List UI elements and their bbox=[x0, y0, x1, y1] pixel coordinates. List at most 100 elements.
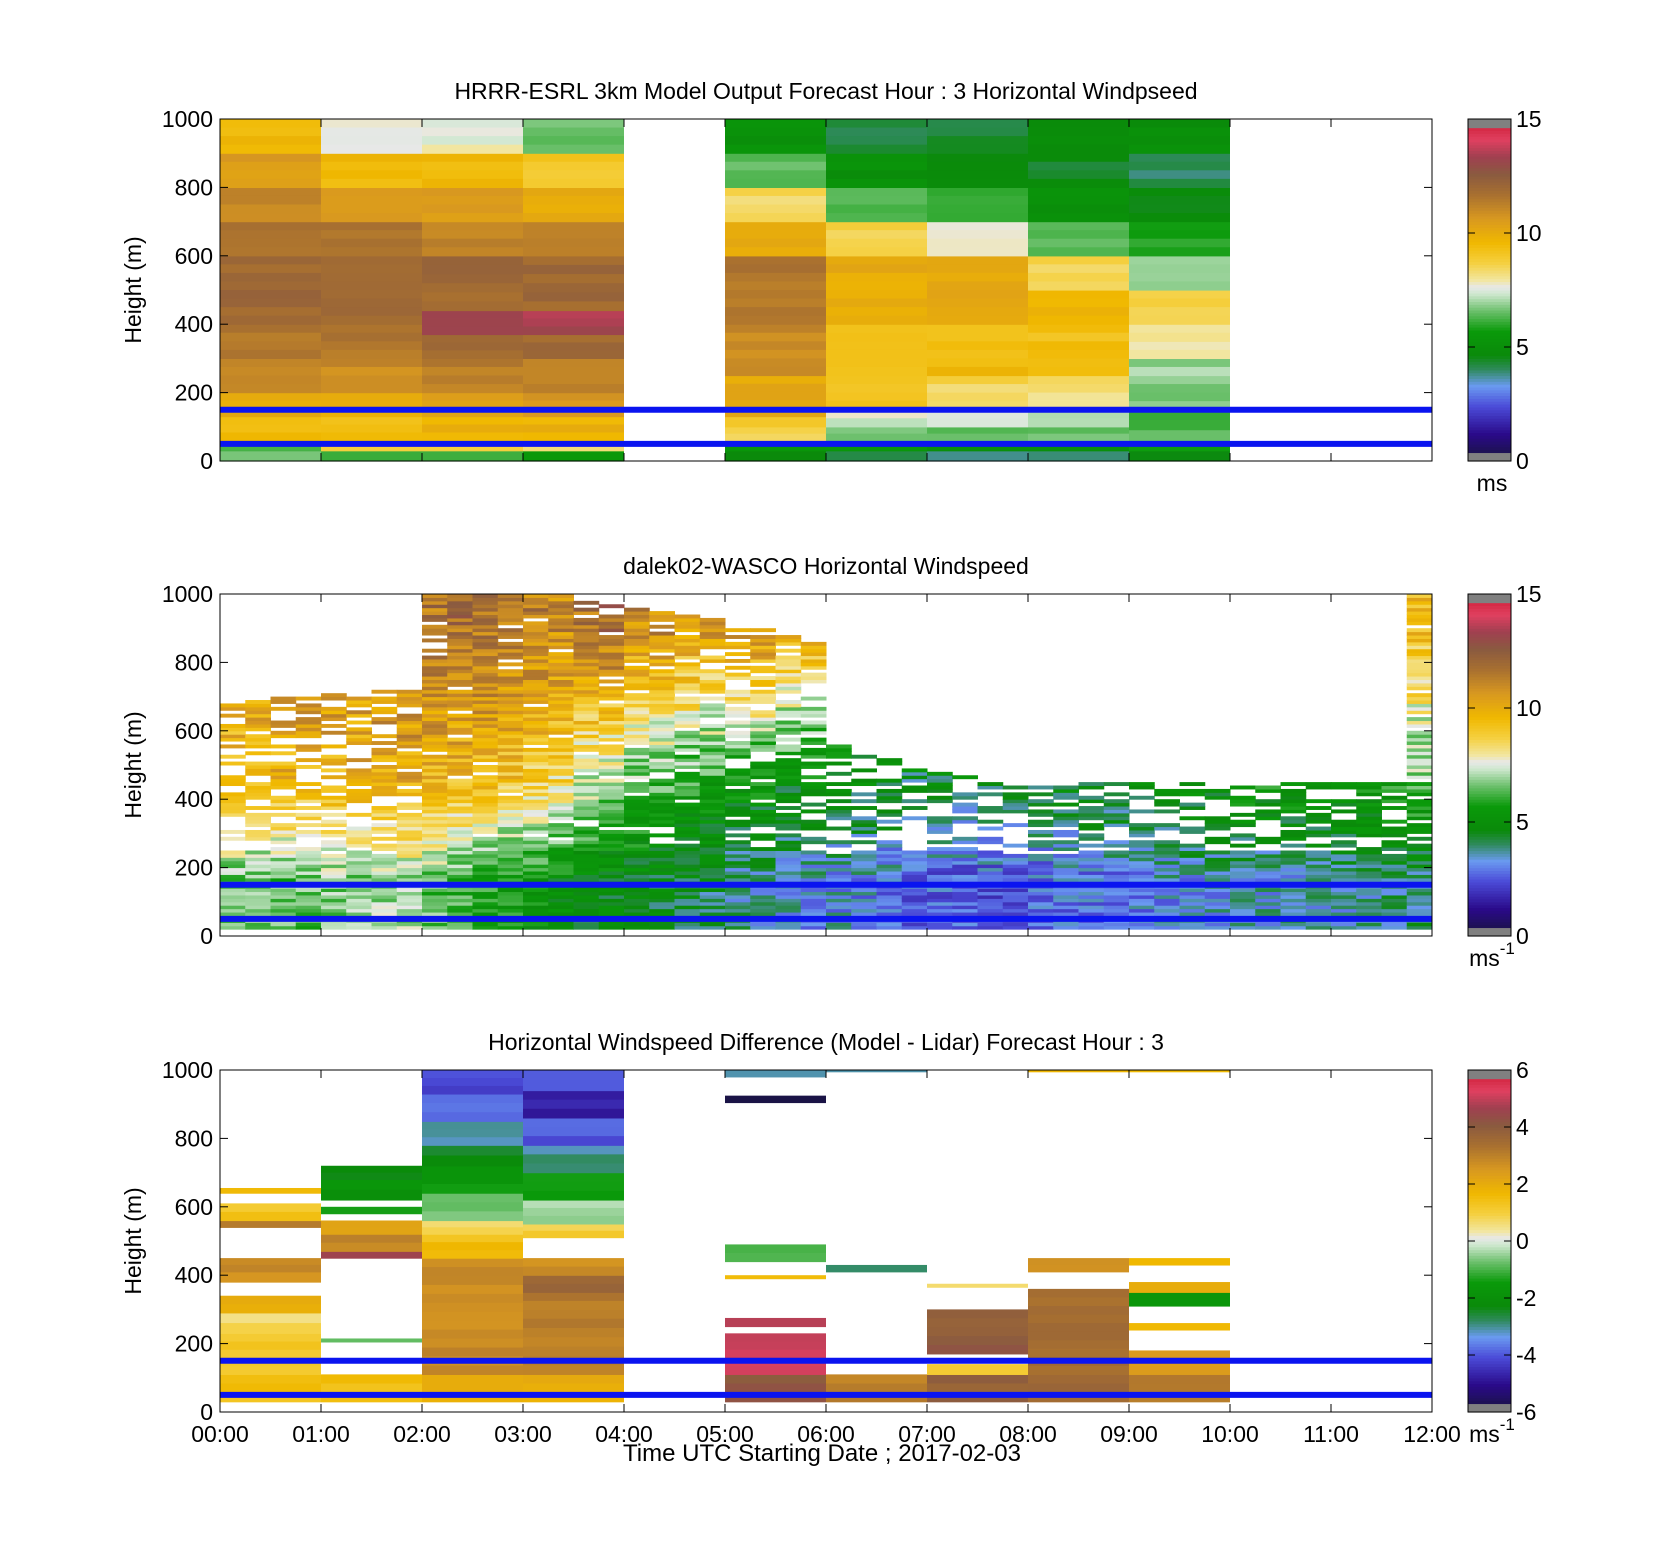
heatmap-cell bbox=[497, 860, 524, 865]
heatmap-cell bbox=[775, 912, 802, 916]
heatmap-cell bbox=[624, 713, 650, 718]
heatmap-cell bbox=[245, 806, 271, 810]
heatmap-cell bbox=[1129, 891, 1155, 896]
heatmap-cell bbox=[826, 187, 927, 197]
heatmap-cell bbox=[1002, 908, 1029, 913]
heatmap-cell bbox=[523, 853, 549, 858]
heatmap-cell bbox=[573, 703, 600, 708]
heatmap-cell bbox=[422, 1220, 523, 1228]
heatmap-cell bbox=[523, 1099, 624, 1110]
heatmap-cell bbox=[447, 874, 473, 879]
heatmap-cell bbox=[295, 925, 322, 930]
colorbar-segment bbox=[1468, 710, 1511, 715]
colorbar-segment bbox=[1468, 1369, 1511, 1373]
heatmap-cell bbox=[598, 669, 625, 674]
heatmap-cell bbox=[649, 812, 675, 817]
heatmap-cell bbox=[321, 1374, 422, 1385]
heatmap-cell bbox=[1406, 799, 1433, 804]
heatmap-cell bbox=[422, 127, 523, 137]
heatmap-cell bbox=[295, 758, 322, 763]
heatmap-cell bbox=[245, 877, 271, 882]
heatmap-cell bbox=[1078, 905, 1105, 910]
heatmap-cell bbox=[800, 877, 827, 882]
y-tick-label: 0 bbox=[200, 923, 213, 949]
heatmap-cell bbox=[750, 867, 776, 872]
heatmap-cell bbox=[1406, 734, 1433, 739]
heatmap-cell bbox=[523, 1163, 624, 1174]
colorbar-segment bbox=[1468, 745, 1511, 749]
heatmap-cell bbox=[927, 255, 1028, 265]
heatmap-cell bbox=[775, 703, 802, 708]
heatmap-cell bbox=[1230, 864, 1256, 869]
heatmap-cell bbox=[295, 730, 322, 735]
heatmap-cell bbox=[649, 905, 675, 910]
heatmap-cell bbox=[624, 730, 650, 735]
heatmap-cell bbox=[548, 775, 574, 780]
heatmap-cell bbox=[523, 161, 624, 171]
heatmap-cell bbox=[396, 788, 423, 793]
heatmap-cell bbox=[548, 857, 574, 862]
heatmap-cell bbox=[699, 922, 726, 927]
heatmap-cell bbox=[927, 178, 1028, 188]
heatmap-cell bbox=[321, 161, 422, 171]
heatmap-cell bbox=[1406, 693, 1433, 698]
heatmap-cell bbox=[775, 758, 802, 763]
heatmap-cell bbox=[901, 908, 928, 913]
heatmap-cell bbox=[1305, 826, 1332, 831]
heatmap-cell bbox=[523, 358, 624, 368]
heatmap-cell bbox=[851, 867, 877, 872]
colorbar-segment bbox=[1468, 386, 1511, 391]
heatmap-cell bbox=[750, 850, 776, 855]
heatmap-cell bbox=[1154, 788, 1180, 793]
heatmap-cell bbox=[472, 607, 499, 612]
colorbar-segment bbox=[1468, 267, 1511, 271]
heatmap-cell bbox=[649, 901, 675, 906]
heatmap-cell bbox=[927, 850, 953, 855]
heatmap-cell bbox=[422, 384, 523, 394]
heatmap-cell bbox=[800, 823, 827, 828]
heatmap-cell bbox=[1255, 898, 1281, 903]
colorbar-segment bbox=[1468, 608, 1511, 612]
heatmap-cell bbox=[472, 843, 499, 848]
heatmap-cell bbox=[396, 850, 423, 855]
heatmap-cell bbox=[977, 874, 1004, 879]
heatmap-cell bbox=[826, 281, 927, 291]
heatmap-cell bbox=[472, 826, 499, 831]
heatmap-cell bbox=[800, 853, 827, 858]
heatmap-cell bbox=[523, 283, 624, 293]
heatmap-cell bbox=[1078, 833, 1105, 838]
heatmap-cell bbox=[321, 1179, 422, 1191]
heatmap-cell bbox=[1053, 864, 1079, 869]
heatmap-cell bbox=[548, 706, 574, 711]
colorbar-segment bbox=[1468, 1226, 1511, 1231]
heatmap-cell bbox=[876, 901, 903, 906]
y-tick-label: 200 bbox=[175, 855, 213, 881]
heatmap-cell bbox=[800, 826, 827, 831]
heatmap-cell bbox=[1305, 901, 1332, 906]
heatmap-cell bbox=[1129, 136, 1230, 146]
heatmap-cell bbox=[523, 136, 624, 146]
colorbar-segment bbox=[1468, 1394, 1511, 1399]
heatmap-cell bbox=[220, 799, 246, 804]
heatmap-cell bbox=[674, 713, 701, 718]
heatmap-cell bbox=[422, 638, 448, 643]
heatmap-cell bbox=[826, 298, 927, 308]
heatmap-cell bbox=[523, 840, 549, 845]
heatmap-cell bbox=[927, 358, 1028, 368]
heatmap-cell bbox=[826, 816, 852, 821]
heatmap-cell bbox=[699, 850, 726, 855]
heatmap-cell bbox=[548, 802, 574, 807]
heatmap-cell bbox=[447, 908, 473, 913]
colorbar-segment bbox=[1468, 773, 1511, 777]
colorbar-segment bbox=[1468, 645, 1511, 649]
heatmap-cell bbox=[1406, 775, 1433, 780]
heatmap-cell bbox=[1028, 349, 1129, 359]
heatmap-cell bbox=[674, 734, 701, 739]
heatmap-cell bbox=[624, 768, 650, 773]
heatmap-cell bbox=[447, 843, 473, 848]
heatmap-cell bbox=[1255, 891, 1281, 896]
heatmap-cell bbox=[270, 912, 297, 916]
heatmap-cell bbox=[422, 195, 523, 206]
heatmap-cell bbox=[422, 119, 523, 129]
heatmap-cell bbox=[472, 908, 499, 913]
